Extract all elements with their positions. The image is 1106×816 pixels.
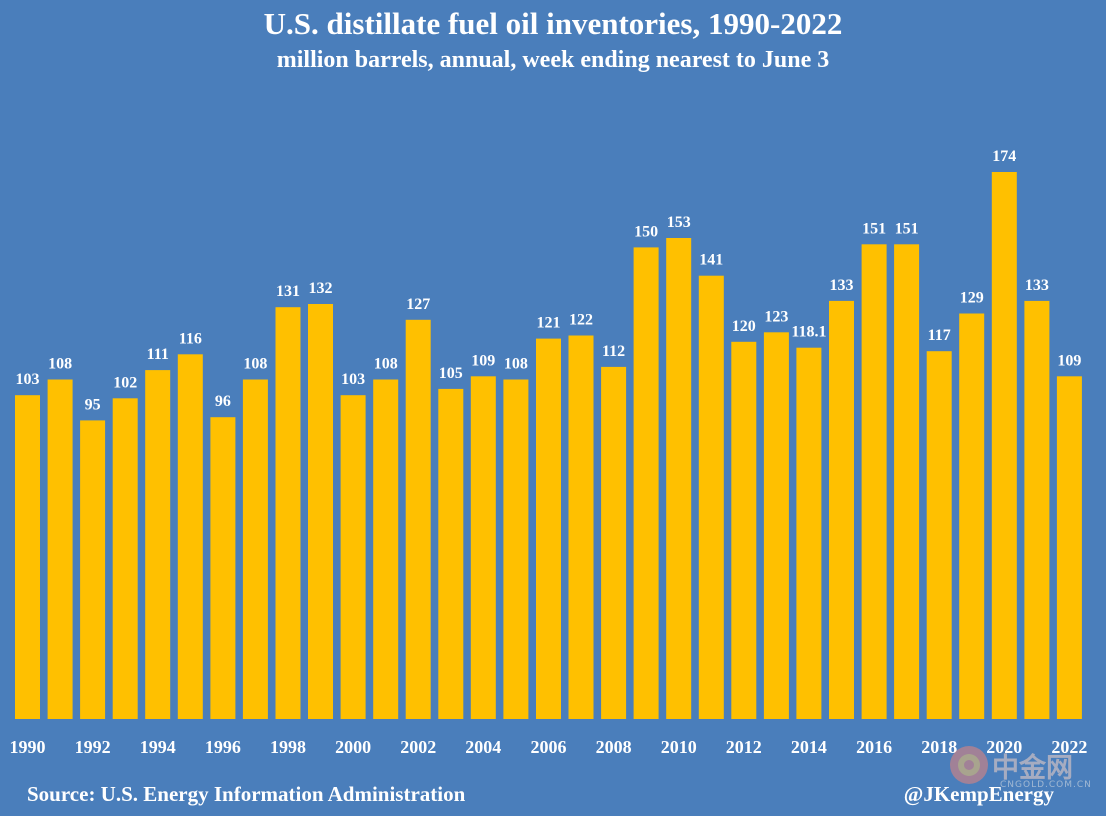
data-label-1992: 95 (85, 396, 101, 413)
data-label-1995: 116 (179, 330, 202, 347)
x-tick-2014: 2014 (791, 737, 827, 757)
data-label-2005: 108 (504, 356, 528, 373)
bar-1991 (47, 379, 73, 719)
x-tick-1994: 1994 (140, 737, 176, 757)
author-handle: @JKempEnergy (903, 782, 1054, 806)
bar-1994 (145, 370, 171, 719)
data-label-2021: 133 (1025, 277, 1049, 294)
bar-2021 (1024, 300, 1050, 719)
x-tick-2004: 2004 (465, 737, 501, 757)
bar-1996 (210, 417, 236, 719)
bar-2019 (959, 313, 985, 719)
watermark-subtext: CNGOLD.COM.CN (1000, 780, 1092, 790)
data-label-2001: 108 (374, 356, 398, 373)
data-label-1994: 111 (147, 346, 169, 363)
bar-2005 (503, 379, 529, 719)
data-label-2016: 151 (862, 220, 886, 237)
data-label-1999: 132 (309, 280, 333, 297)
bar-2011 (698, 275, 724, 719)
watermark-text: 中金网 (992, 753, 1073, 784)
data-label-1993: 102 (113, 374, 137, 391)
x-tick-1992: 1992 (75, 737, 111, 757)
chart-title: U.S. distillate fuel oil inventories, 19… (263, 6, 843, 41)
data-label-1991: 108 (48, 356, 72, 373)
data-label-2010: 153 (667, 214, 691, 231)
coin-icon (950, 746, 988, 784)
data-label-1998: 131 (276, 283, 300, 300)
x-tick-2012: 2012 (726, 737, 762, 757)
bar-2002 (405, 319, 431, 719)
x-tick-1996: 1996 (205, 737, 241, 757)
x-tick-2020: 2020 (986, 737, 1022, 757)
x-tick-1998: 1998 (270, 737, 306, 757)
data-label-2002: 127 (406, 296, 430, 313)
bar-2004 (470, 376, 496, 719)
source-note: Source: U.S. Energy Information Administ… (27, 782, 466, 806)
data-label-2013: 123 (764, 308, 788, 325)
x-tick-2006: 2006 (531, 737, 567, 757)
bar-2016 (861, 244, 887, 720)
bar-1990 (15, 395, 40, 719)
bar-2010 (666, 238, 692, 719)
data-label-2009: 150 (634, 223, 658, 240)
bar-2012 (731, 341, 757, 719)
x-tick-2008: 2008 (596, 737, 632, 757)
bar-2008 (601, 366, 627, 719)
bar-1995 (177, 354, 203, 719)
x-tick-2002: 2002 (400, 737, 436, 757)
bar-2000 (340, 395, 366, 719)
bar-1998 (275, 307, 301, 719)
data-label-2011: 141 (699, 252, 723, 269)
data-label-2017: 151 (895, 220, 919, 237)
data-label-2000: 103 (341, 371, 365, 388)
data-label-2015: 133 (830, 277, 854, 294)
data-label-1990: 103 (16, 371, 40, 388)
x-tick-2018: 2018 (921, 737, 957, 757)
bar-2001 (373, 379, 399, 719)
bar-2009 (633, 247, 659, 719)
data-label-2003: 105 (439, 365, 463, 382)
bar-2003 (438, 388, 464, 719)
watermark-logo: 中金网 CNGOLD.COM.CN (948, 744, 1098, 802)
bar-2014 (796, 347, 822, 719)
data-label-2019: 129 (960, 290, 984, 307)
bar-1992 (80, 420, 106, 719)
x-tick-1990: 1990 (10, 737, 46, 757)
data-label-2004: 109 (471, 352, 495, 369)
x-tick-2016: 2016 (856, 737, 892, 757)
data-label-2022: 109 (1057, 352, 1081, 369)
data-label-2014: 118.1 (791, 324, 826, 341)
bar-2022 (1056, 376, 1082, 719)
bar-2015 (829, 300, 854, 719)
chart-subtitle: million barrels, annual, week ending nea… (276, 47, 830, 73)
bar-2013 (763, 332, 789, 719)
data-label-2018: 117 (928, 327, 951, 344)
data-label-2008: 112 (602, 343, 625, 360)
bar-2020 (991, 172, 1017, 719)
bar-2017 (894, 244, 920, 720)
bar-1997 (242, 379, 268, 719)
x-tick-2000: 2000 (335, 737, 371, 757)
bar-1999 (308, 304, 333, 719)
x-tick-2010: 2010 (661, 737, 697, 757)
bar-2018 (926, 351, 952, 719)
data-label-2007: 122 (569, 312, 593, 329)
data-label-1996: 96 (215, 393, 231, 410)
data-label-2006: 121 (537, 315, 561, 332)
data-label-1997: 108 (243, 356, 267, 373)
bar-2007 (568, 335, 594, 719)
x-tick-2022: 2022 (1051, 737, 1087, 757)
data-label-2020: 174 (992, 148, 1016, 165)
bar-2006 (536, 338, 561, 719)
bar-1993 (112, 398, 138, 719)
data-label-2012: 120 (732, 318, 756, 335)
